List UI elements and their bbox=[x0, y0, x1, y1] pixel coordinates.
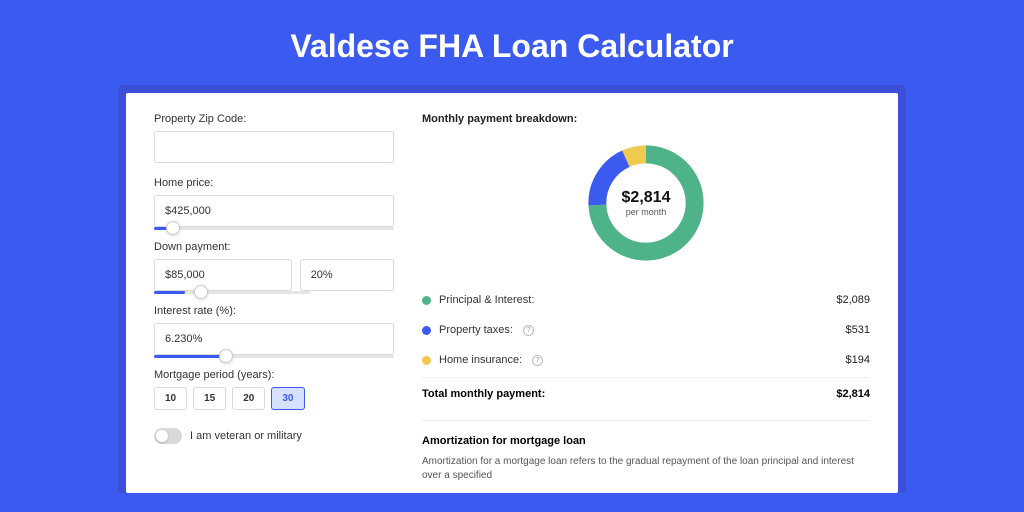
legend-row-insurance: Home insurance: ? $194 bbox=[422, 345, 870, 375]
mortgage-period-field-group: Mortgage period (years): 10 15 20 30 bbox=[154, 369, 394, 410]
breakdown-panel: Monthly payment breakdown: $2,814 per mo… bbox=[422, 113, 870, 473]
calculator-card: Property Zip Code: Home price: Down paym… bbox=[126, 93, 898, 493]
home-price-input[interactable] bbox=[154, 195, 394, 227]
down-payment-slider[interactable] bbox=[154, 291, 310, 294]
donut-amount: $2,814 bbox=[622, 189, 671, 207]
interest-rate-slider-fill bbox=[154, 355, 226, 358]
legend-row-taxes: Property taxes: ? $531 bbox=[422, 315, 870, 345]
down-payment-label: Down payment: bbox=[154, 241, 394, 253]
veteran-toggle-row: I am veteran or military bbox=[154, 428, 394, 444]
interest-rate-slider[interactable] bbox=[154, 355, 394, 358]
down-payment-slider-thumb[interactable] bbox=[194, 285, 208, 299]
amortization-title: Amortization for mortgage loan bbox=[422, 435, 870, 447]
home-price-slider-thumb[interactable] bbox=[166, 221, 180, 235]
legend-value-insurance: $194 bbox=[846, 354, 870, 366]
home-price-slider[interactable] bbox=[154, 227, 394, 230]
legend-value-principal: $2,089 bbox=[836, 294, 870, 306]
interest-rate-slider-thumb[interactable] bbox=[219, 349, 233, 363]
interest-rate-field-group: Interest rate (%): bbox=[154, 305, 394, 355]
donut-sub: per month bbox=[622, 207, 671, 217]
amortization-text: Amortization for a mortgage loan refers … bbox=[422, 455, 870, 483]
help-icon[interactable]: ? bbox=[523, 325, 534, 336]
total-row: Total monthly payment: $2,814 bbox=[422, 377, 870, 400]
help-icon[interactable]: ? bbox=[532, 355, 543, 366]
down-payment-field-group: Down payment: bbox=[154, 241, 394, 291]
mortgage-period-buttons: 10 15 20 30 bbox=[154, 387, 394, 410]
dot-insurance bbox=[422, 356, 431, 365]
donut-chart: $2,814 per month bbox=[582, 139, 710, 267]
donut-chart-wrap: $2,814 per month bbox=[422, 139, 870, 267]
home-price-field-group: Home price: bbox=[154, 177, 394, 227]
legend-row-principal: Principal & Interest: $2,089 bbox=[422, 285, 870, 315]
calculator-frame: Property Zip Code: Home price: Down paym… bbox=[118, 85, 906, 493]
breakdown-title: Monthly payment breakdown: bbox=[422, 113, 870, 125]
donut-center: $2,814 per month bbox=[622, 189, 671, 217]
period-btn-15[interactable]: 15 bbox=[193, 387, 226, 410]
period-btn-30[interactable]: 30 bbox=[271, 387, 304, 410]
interest-rate-label: Interest rate (%): bbox=[154, 305, 394, 317]
home-price-label: Home price: bbox=[154, 177, 394, 189]
zip-input[interactable] bbox=[154, 131, 394, 163]
legend-value-taxes: $531 bbox=[846, 324, 870, 336]
form-panel: Property Zip Code: Home price: Down paym… bbox=[154, 113, 394, 473]
interest-rate-input[interactable] bbox=[154, 323, 394, 355]
total-value: $2,814 bbox=[836, 388, 870, 400]
legend-label-principal: Principal & Interest: bbox=[439, 294, 534, 306]
page-title: Valdese FHA Loan Calculator bbox=[0, 0, 1024, 85]
veteran-toggle[interactable] bbox=[154, 428, 182, 444]
dot-taxes bbox=[422, 326, 431, 335]
down-payment-pct-input[interactable] bbox=[300, 259, 394, 291]
legend-label-insurance: Home insurance: bbox=[439, 354, 522, 366]
mortgage-period-label: Mortgage period (years): bbox=[154, 369, 394, 381]
zip-field-group: Property Zip Code: bbox=[154, 113, 394, 163]
legend-label-taxes: Property taxes: bbox=[439, 324, 513, 336]
down-payment-input[interactable] bbox=[154, 259, 292, 291]
veteran-toggle-knob bbox=[156, 430, 168, 442]
zip-label: Property Zip Code: bbox=[154, 113, 394, 125]
dot-principal bbox=[422, 296, 431, 305]
veteran-toggle-label: I am veteran or military bbox=[190, 430, 302, 442]
amortization-section: Amortization for mortgage loan Amortizat… bbox=[422, 420, 870, 483]
down-payment-slider-fill bbox=[154, 291, 185, 294]
period-btn-20[interactable]: 20 bbox=[232, 387, 265, 410]
period-btn-10[interactable]: 10 bbox=[154, 387, 187, 410]
total-label: Total monthly payment: bbox=[422, 388, 545, 400]
